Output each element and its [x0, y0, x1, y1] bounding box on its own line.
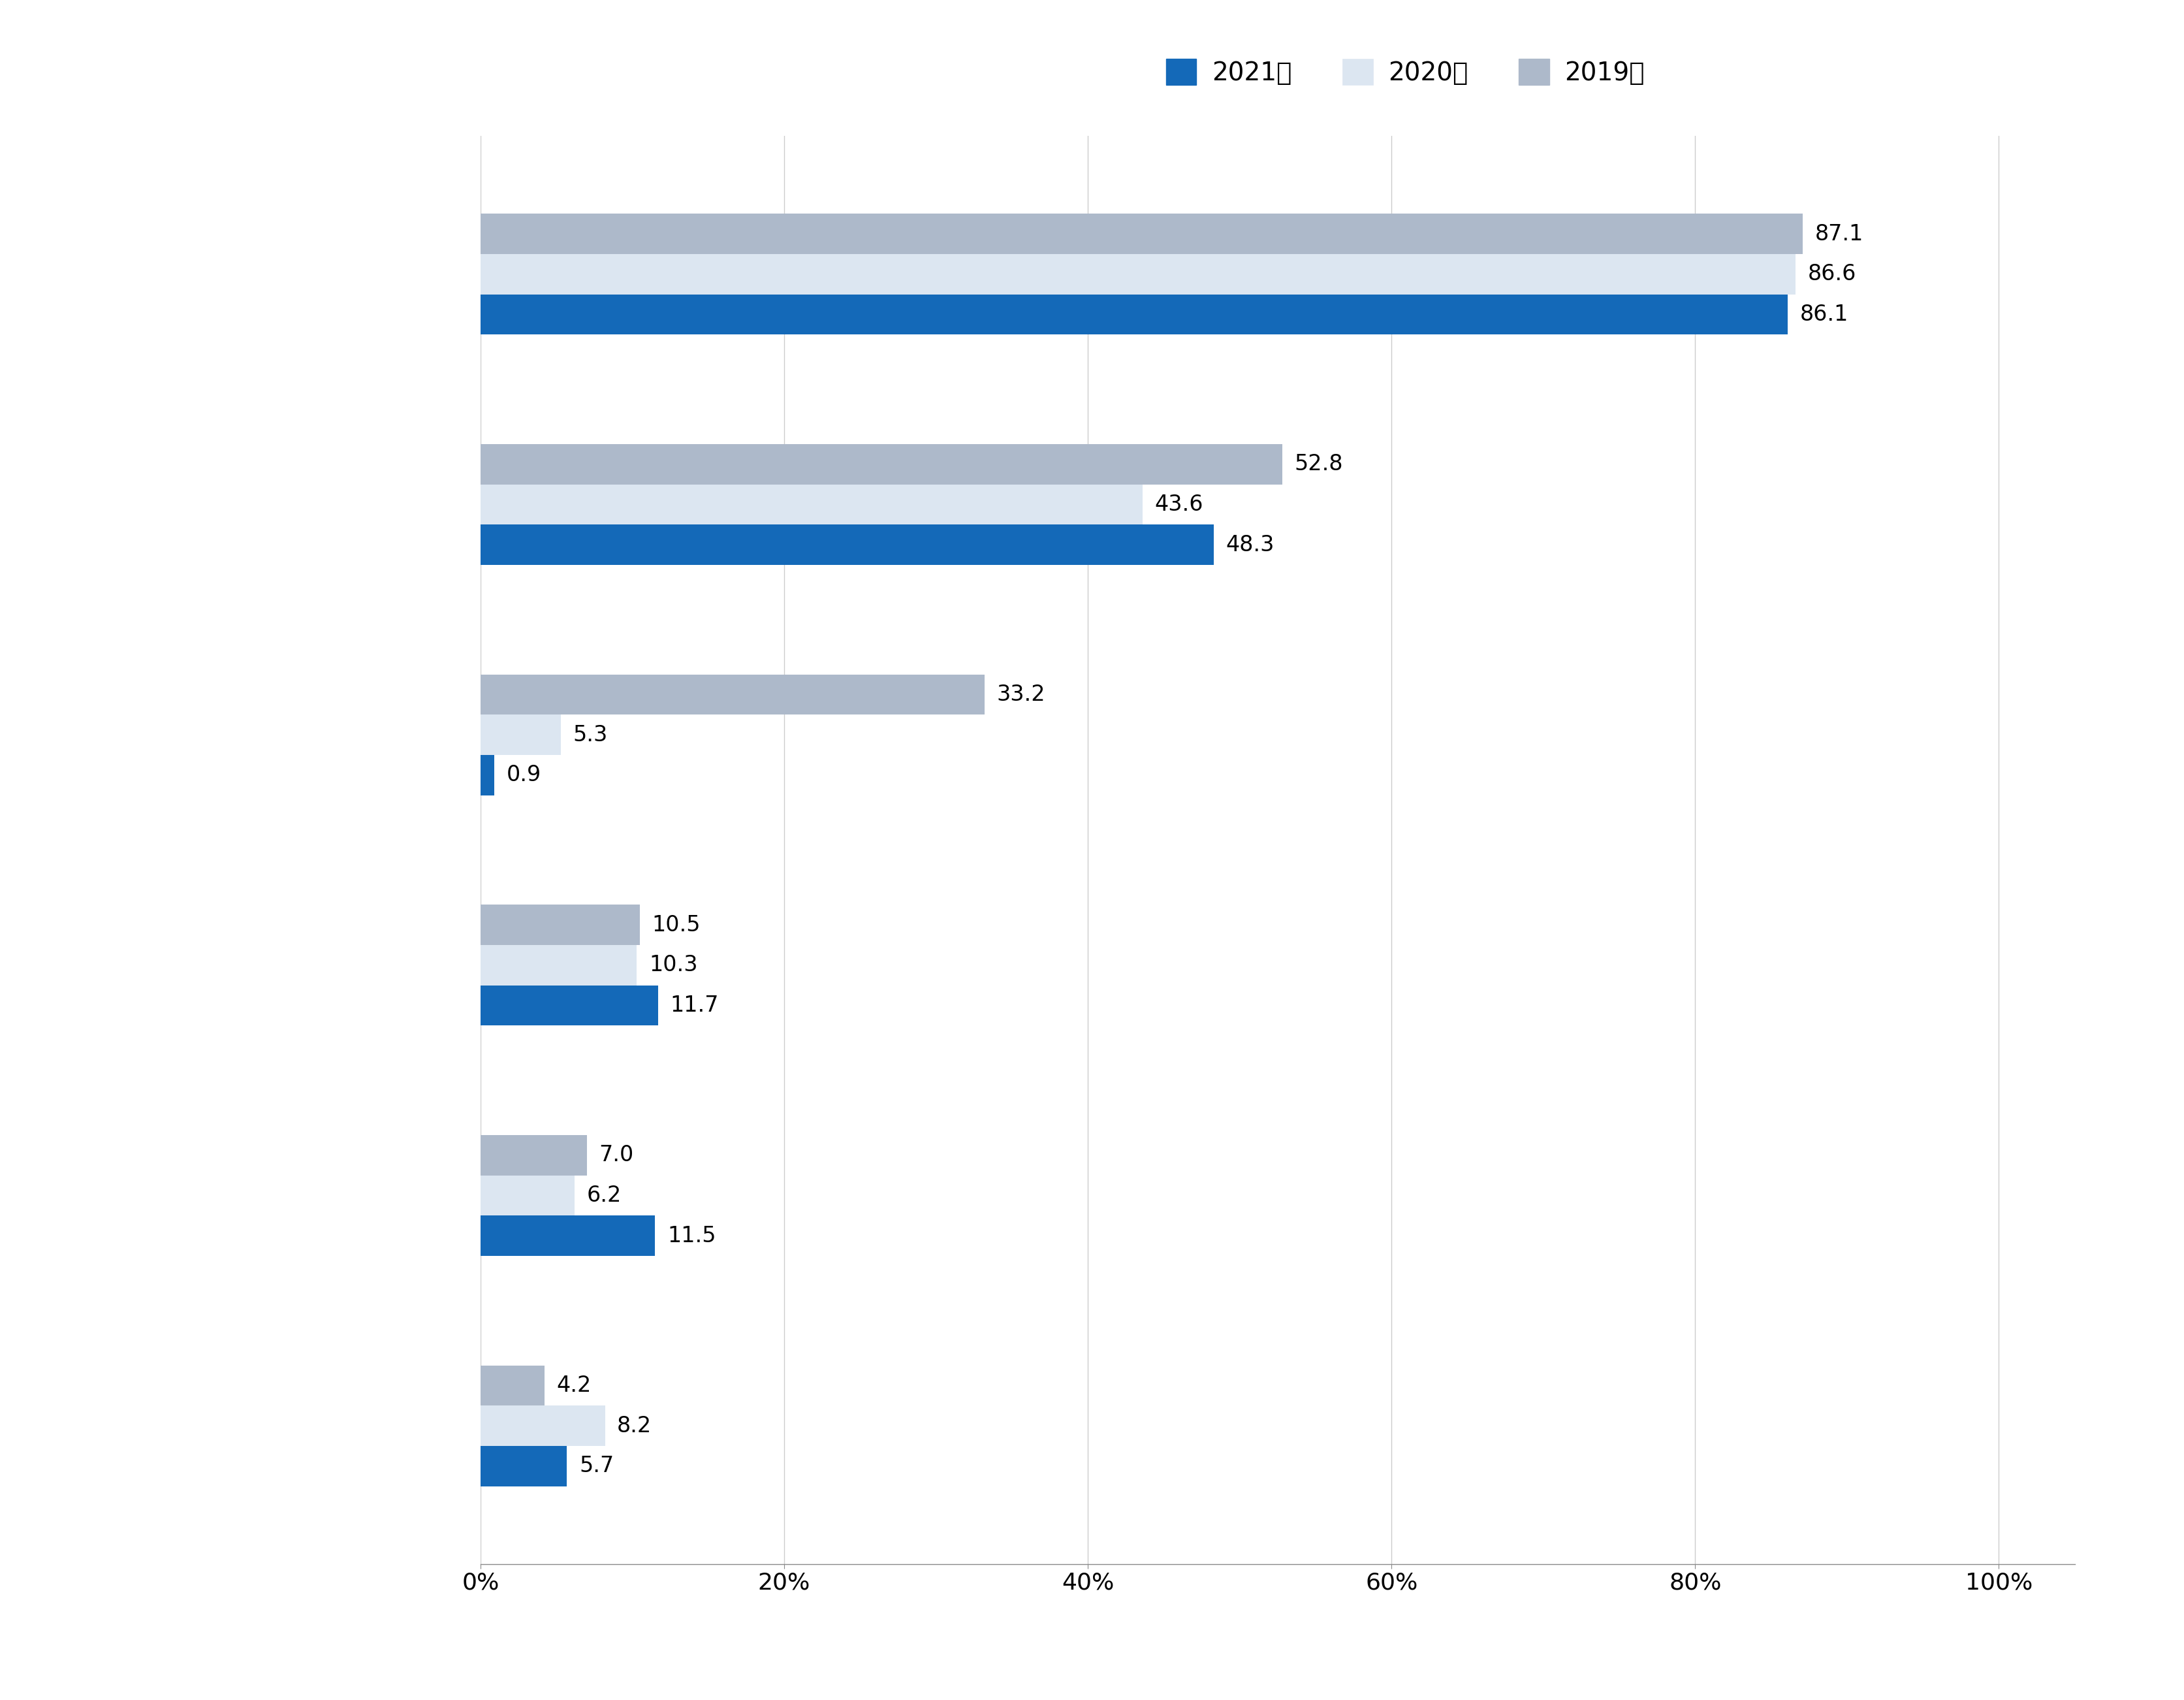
Bar	[480, 214, 1804, 253]
Bar	[480, 714, 561, 755]
Bar	[480, 755, 494, 796]
Bar	[480, 1447, 568, 1486]
Text: 48.3: 48.3	[1225, 534, 1275, 556]
Bar	[480, 904, 640, 945]
Bar	[480, 675, 985, 714]
Text: 33.2: 33.2	[996, 683, 1046, 706]
Bar	[480, 1175, 574, 1215]
Text: 43.6: 43.6	[1155, 493, 1203, 515]
Text: 10.3: 10.3	[649, 954, 697, 976]
Text: 10.5: 10.5	[653, 915, 701, 935]
Text: 5.3: 5.3	[572, 724, 607, 746]
Bar	[480, 1365, 544, 1406]
Text: 0.9: 0.9	[507, 765, 542, 785]
Text: 5.7: 5.7	[579, 1455, 614, 1477]
Text: 11.7: 11.7	[670, 994, 719, 1017]
Bar	[480, 294, 1789, 335]
Bar	[480, 484, 1142, 525]
Bar	[480, 1406, 605, 1447]
Text: 7.0: 7.0	[598, 1144, 633, 1166]
Bar	[480, 1216, 655, 1256]
Text: 86.6: 86.6	[1808, 264, 1856, 286]
Text: 6.2: 6.2	[587, 1185, 622, 1207]
Text: 11.5: 11.5	[668, 1226, 716, 1246]
Bar	[480, 945, 638, 986]
Text: 4.2: 4.2	[557, 1375, 592, 1396]
Text: 8.2: 8.2	[618, 1414, 651, 1436]
Bar	[480, 444, 1282, 484]
Bar	[480, 1136, 587, 1175]
Text: 86.1: 86.1	[1800, 304, 1848, 325]
Bar	[480, 253, 1795, 294]
Text: 52.8: 52.8	[1295, 454, 1343, 474]
Bar	[480, 525, 1214, 564]
Bar	[480, 986, 657, 1025]
Legend: 2021年, 2020年, 2019年: 2021年, 2020年, 2019年	[1155, 49, 1655, 95]
Text: 87.1: 87.1	[1815, 223, 1863, 245]
